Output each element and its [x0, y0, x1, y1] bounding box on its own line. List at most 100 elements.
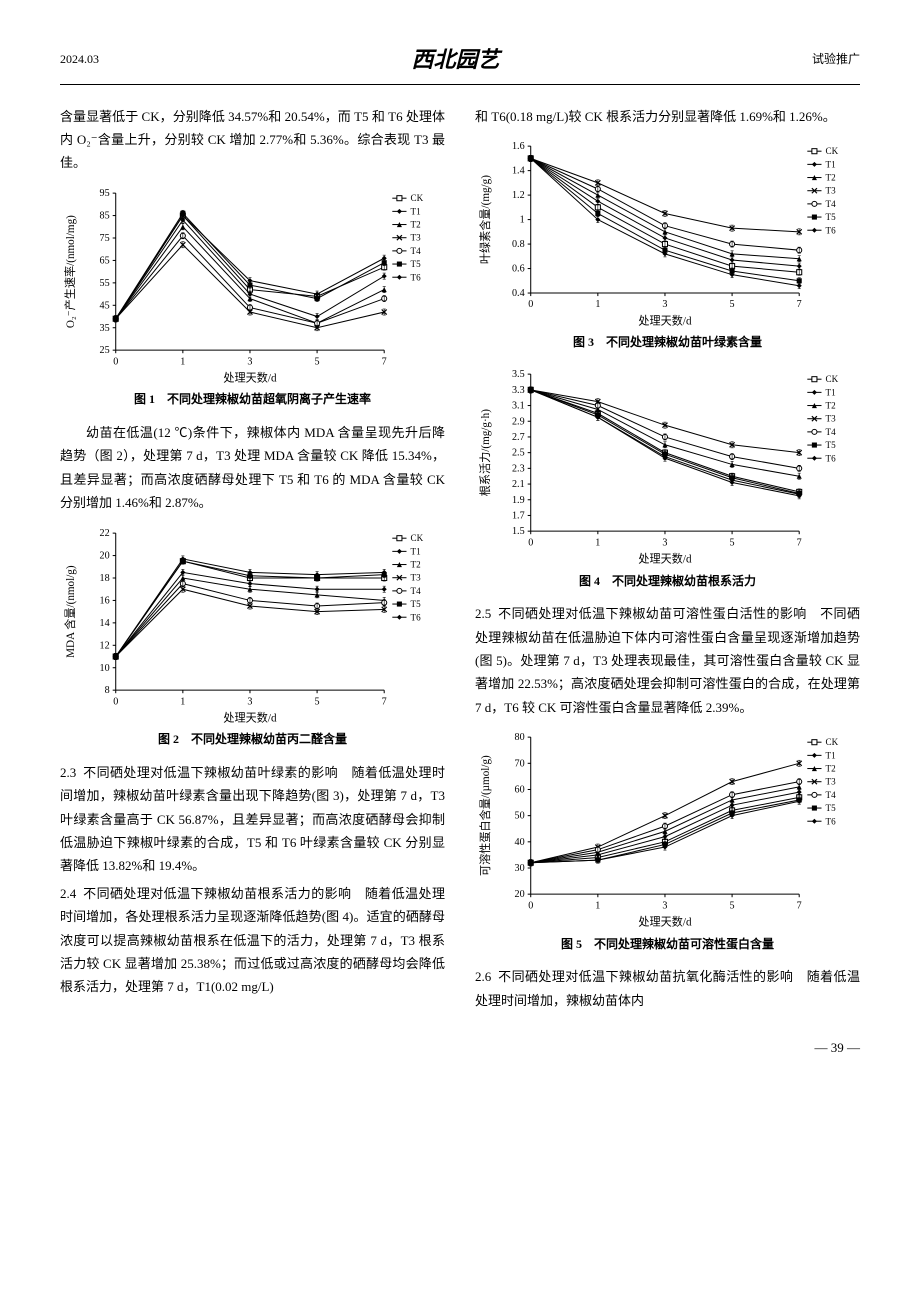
- svg-text:70: 70: [515, 759, 525, 770]
- svg-text:12: 12: [100, 640, 110, 651]
- sec-2-3-body: 随着低温处理时间增加，辣椒幼苗叶绿素含量出现下降趋势(图 3)，处理第 7 d，…: [60, 765, 445, 874]
- sec-2-5-title: 不同硒处理对低温下辣椒幼苗可溶性蛋白活性的影响: [498, 606, 807, 621]
- chart-5: 2030405060708001357处理天数/d可溶性蛋白含量/(µmol/g…: [475, 727, 860, 930]
- svg-text:55: 55: [100, 278, 110, 289]
- svg-text:CK: CK: [826, 737, 839, 747]
- svg-text:T6: T6: [826, 225, 837, 235]
- svg-text:T4: T4: [411, 585, 422, 595]
- svg-text:T3: T3: [826, 414, 837, 424]
- svg-text:T1: T1: [411, 546, 421, 556]
- svg-text:T2: T2: [826, 173, 837, 183]
- svg-text:16: 16: [100, 595, 110, 606]
- sec-2-5-num: 2.5: [475, 606, 491, 621]
- svg-text:7: 7: [797, 901, 802, 912]
- svg-text:1: 1: [180, 356, 185, 367]
- para-col2-1: 和 T6(0.18 mg/L)较 CK 根系活力分别显著降低 1.69%和 1.…: [475, 105, 860, 128]
- sec-2-3-num: 2.3: [60, 765, 76, 780]
- svg-text:40: 40: [515, 837, 525, 848]
- content-columns: 含量显著低于 CK，分别降低 34.57%和 20.54%，而 T5 和 T6 …: [60, 105, 860, 1017]
- svg-text:T6: T6: [826, 817, 837, 827]
- svg-text:3: 3: [662, 299, 667, 310]
- svg-text:CK: CK: [411, 533, 424, 543]
- para-col1-1: 含量显著低于 CK，分别降低 34.57%和 20.54%，而 T5 和 T6 …: [60, 105, 445, 175]
- svg-text:5: 5: [730, 299, 735, 310]
- svg-text:1: 1: [520, 215, 525, 226]
- header-title: 西北园艺: [411, 40, 499, 80]
- svg-text:20: 20: [100, 550, 110, 561]
- svg-text:3.5: 3.5: [512, 369, 525, 380]
- svg-text:0.6: 0.6: [512, 264, 525, 275]
- chart-1-caption: 图 1 不同处理辣椒幼苗超氧阴离子产生速率: [60, 389, 445, 411]
- svg-text:T5: T5: [826, 440, 837, 450]
- svg-text:1.6: 1.6: [512, 141, 525, 152]
- svg-text:60: 60: [515, 785, 525, 796]
- svg-text:1.5: 1.5: [512, 526, 525, 537]
- chart-1: 253545556575859501357处理天数/dO₂⁻产生速率/(nmol…: [60, 183, 445, 386]
- chart-2-caption: 图 2 不同处理辣椒幼苗丙二醛含量: [60, 729, 445, 751]
- svg-text:85: 85: [100, 210, 110, 221]
- svg-text:5: 5: [315, 356, 320, 367]
- svg-text:35: 35: [100, 323, 110, 334]
- svg-text:3: 3: [662, 537, 667, 548]
- svg-text:5: 5: [315, 696, 320, 707]
- svg-text:CK: CK: [826, 146, 839, 156]
- svg-text:T2: T2: [411, 559, 422, 569]
- svg-text:处理天数/d: 处理天数/d: [223, 371, 277, 384]
- svg-text:T4: T4: [826, 199, 837, 209]
- svg-text:T4: T4: [826, 790, 837, 800]
- svg-text:2.3: 2.3: [512, 463, 525, 474]
- svg-text:可溶性蛋白含量/(µmol/g): 可溶性蛋白含量/(µmol/g): [478, 755, 492, 876]
- svg-text:根系活力/(mg/g·h): 根系活力/(mg/g·h): [478, 409, 492, 496]
- svg-text:8: 8: [105, 685, 110, 696]
- svg-text:处理天数/d: 处理天数/d: [638, 916, 692, 929]
- svg-text:MDA 含量/(nmol/g): MDA 含量/(nmol/g): [63, 565, 77, 658]
- svg-text:T5: T5: [826, 803, 837, 813]
- svg-text:7: 7: [382, 356, 387, 367]
- svg-text:2.5: 2.5: [512, 448, 525, 459]
- section-2-4: 2.4不同硒处理对低温下辣椒幼苗根系活力的影响 随着低温处理时间增加，各处理根系…: [60, 882, 445, 999]
- svg-text:2.7: 2.7: [512, 432, 525, 443]
- section-2-5: 2.5不同硒处理对低温下辣椒幼苗可溶性蛋白活性的影响 不同硒处理辣椒幼苗在低温胁…: [475, 602, 860, 719]
- svg-text:1: 1: [180, 696, 185, 707]
- svg-text:25: 25: [100, 345, 110, 356]
- svg-text:T4: T4: [826, 427, 837, 437]
- svg-text:50: 50: [515, 811, 525, 822]
- svg-text:CK: CK: [411, 193, 424, 203]
- svg-text:T3: T3: [826, 777, 837, 787]
- section-2-6: 2.6不同硒处理对低温下辣椒幼苗抗氧化酶活性的影响 随着低温处理时间增加，辣椒幼…: [475, 965, 860, 1012]
- svg-text:0: 0: [528, 299, 533, 310]
- page-header: 2024.03 西北园艺 试验推广: [60, 40, 860, 85]
- sec-2-4-body: 随着低温处理时间增加，各处理根系活力呈现逐渐降低趋势(图 4)。适宜的硒酵母浓度…: [60, 886, 445, 995]
- svg-text:T2: T2: [826, 401, 837, 411]
- svg-text:T5: T5: [411, 599, 422, 609]
- svg-text:3: 3: [662, 901, 667, 912]
- svg-text:45: 45: [100, 300, 110, 311]
- svg-text:3.3: 3.3: [512, 385, 525, 396]
- svg-text:75: 75: [100, 233, 110, 244]
- svg-text:30: 30: [515, 863, 525, 874]
- svg-text:22: 22: [100, 528, 110, 539]
- svg-text:2.1: 2.1: [512, 479, 525, 490]
- svg-text:0: 0: [528, 537, 533, 548]
- svg-text:5: 5: [730, 901, 735, 912]
- chart-5-caption: 图 5 不同处理辣椒幼苗可溶性蛋白含量: [475, 934, 860, 956]
- svg-text:3: 3: [247, 356, 252, 367]
- svg-text:T2: T2: [411, 219, 422, 229]
- svg-text:处理天数/d: 处理天数/d: [638, 314, 692, 327]
- svg-text:1.2: 1.2: [512, 190, 525, 201]
- svg-text:1: 1: [595, 299, 600, 310]
- svg-text:0.4: 0.4: [512, 288, 525, 299]
- svg-text:T6: T6: [411, 612, 422, 622]
- chart-3: 0.40.60.811.21.41.601357处理天数/d叶绿素含量/(mg/…: [475, 136, 860, 329]
- svg-text:5: 5: [730, 537, 735, 548]
- svg-text:0: 0: [528, 901, 533, 912]
- para-col1-2: 幼苗在低温(12 ℃)条件下，辣椒体内 MDA 含量呈现先升后降趋势（图 2），…: [60, 421, 445, 515]
- section-2-3: 2.3不同硒处理对低温下辣椒幼苗叶绿素的影响 随着低温处理时间增加，辣椒幼苗叶绿…: [60, 761, 445, 878]
- svg-text:65: 65: [100, 255, 110, 266]
- svg-text:处理天数/d: 处理天数/d: [223, 711, 277, 724]
- sec-2-6-title: 不同硒处理对低温下辣椒幼苗抗氧化酶活性的影响: [498, 969, 794, 984]
- chart-3-caption: 图 3 不同处理辣椒幼苗叶绿素含量: [475, 332, 860, 354]
- svg-text:T2: T2: [826, 764, 837, 774]
- svg-text:T1: T1: [826, 751, 836, 761]
- svg-text:3: 3: [247, 696, 252, 707]
